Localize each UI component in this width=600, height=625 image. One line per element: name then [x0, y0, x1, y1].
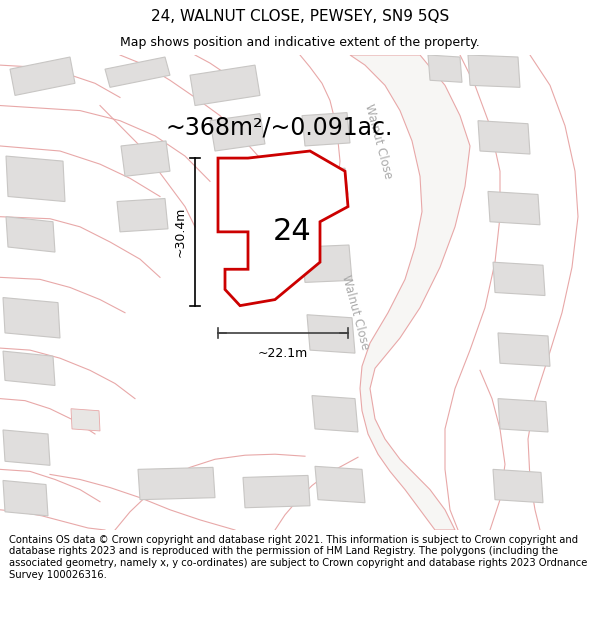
Polygon shape — [302, 168, 348, 196]
Text: Map shows position and indicative extent of the property.: Map shows position and indicative extent… — [120, 36, 480, 49]
Polygon shape — [498, 333, 550, 366]
Polygon shape — [210, 114, 265, 151]
Polygon shape — [315, 466, 365, 503]
Polygon shape — [218, 151, 348, 306]
Text: Contains OS data © Crown copyright and database right 2021. This information is : Contains OS data © Crown copyright and d… — [9, 535, 587, 579]
Text: ~30.4m: ~30.4m — [174, 207, 187, 257]
Polygon shape — [302, 112, 350, 146]
Polygon shape — [190, 65, 260, 106]
Polygon shape — [121, 141, 170, 176]
Polygon shape — [138, 468, 215, 499]
Polygon shape — [3, 481, 48, 516]
Polygon shape — [468, 55, 520, 88]
Polygon shape — [350, 55, 470, 530]
Polygon shape — [3, 298, 60, 338]
Polygon shape — [6, 156, 65, 201]
Text: ~22.1m: ~22.1m — [258, 347, 308, 360]
Polygon shape — [428, 55, 462, 82]
Polygon shape — [478, 121, 530, 154]
Text: Walnut Close: Walnut Close — [362, 102, 394, 180]
Polygon shape — [493, 469, 543, 502]
Polygon shape — [105, 57, 170, 88]
Polygon shape — [488, 191, 540, 225]
Polygon shape — [3, 351, 55, 386]
Text: ~368m²/~0.091ac.: ~368m²/~0.091ac. — [165, 116, 392, 140]
Polygon shape — [117, 199, 168, 232]
Text: 24, WALNUT CLOSE, PEWSEY, SN9 5QS: 24, WALNUT CLOSE, PEWSEY, SN9 5QS — [151, 9, 449, 24]
Polygon shape — [493, 262, 545, 296]
Polygon shape — [498, 399, 548, 432]
Polygon shape — [243, 476, 310, 508]
Polygon shape — [307, 315, 355, 353]
Polygon shape — [71, 409, 100, 431]
Polygon shape — [6, 217, 55, 252]
Polygon shape — [10, 57, 75, 96]
Text: 24: 24 — [272, 217, 311, 246]
Text: Walnut Close: Walnut Close — [339, 274, 371, 352]
Polygon shape — [302, 245, 352, 282]
Polygon shape — [3, 430, 50, 466]
Polygon shape — [312, 396, 358, 432]
